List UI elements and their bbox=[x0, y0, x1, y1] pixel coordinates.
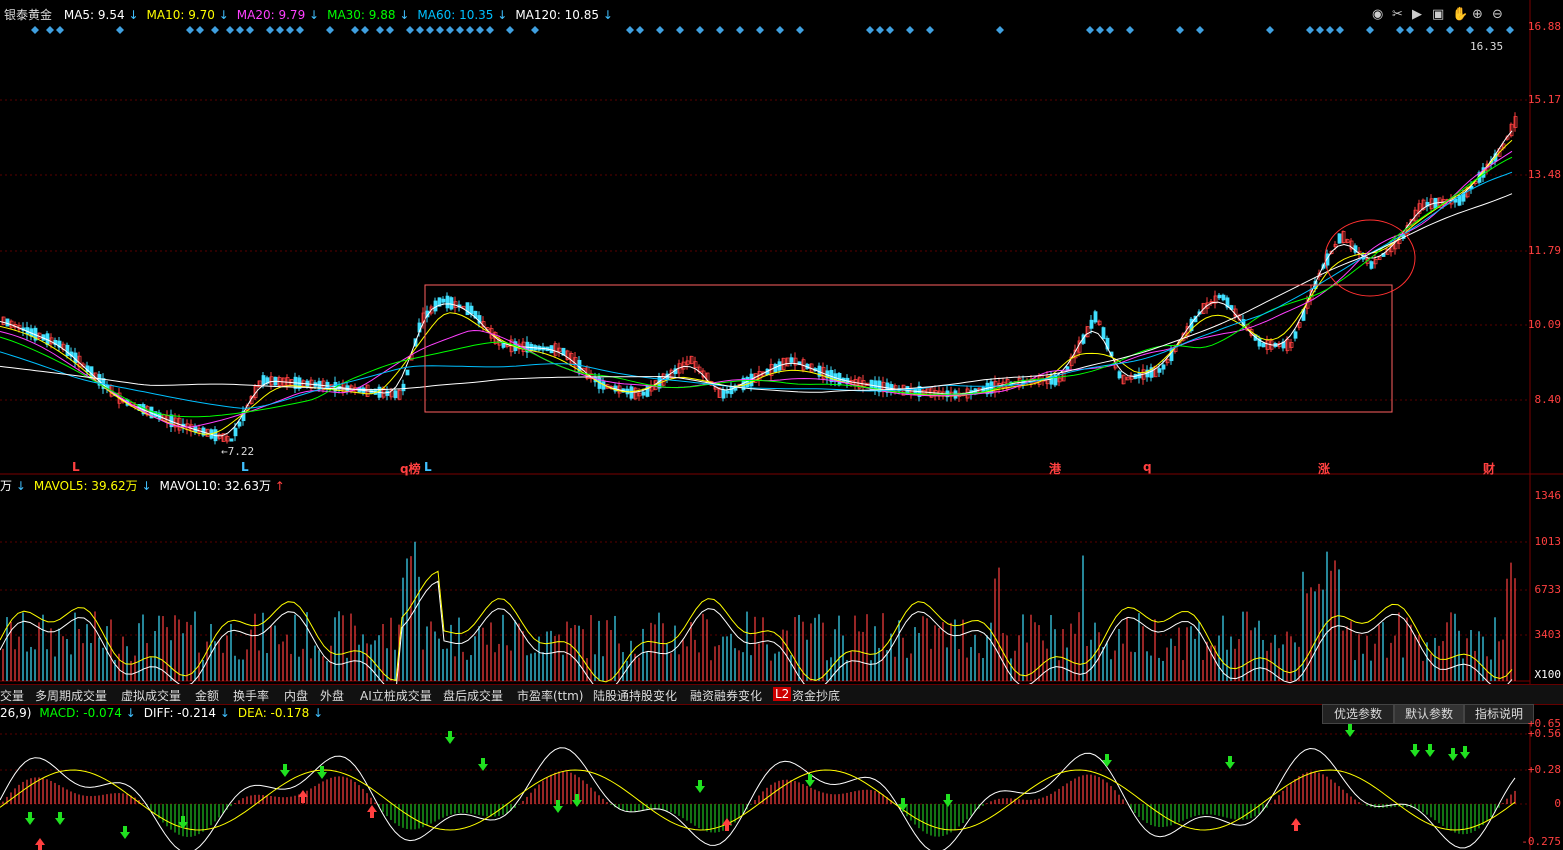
ma-legend-item: MA10: 9.70 ↓ bbox=[146, 8, 229, 22]
macd-param-button[interactable]: 优选参数 bbox=[1322, 704, 1394, 724]
volume-axis-label: 1346 bbox=[1534, 489, 1562, 502]
event-marker[interactable]: L bbox=[424, 460, 432, 474]
indicator-tab[interactable]: 盘后成交量 bbox=[443, 689, 504, 703]
macd-legend-item: DEA: -0.178 ↓ bbox=[237, 706, 324, 720]
macd-param-button[interactable]: 指标说明 bbox=[1464, 704, 1534, 724]
price-high-label: 16.35 bbox=[1470, 40, 1504, 53]
macd-axis-label: +0.28 bbox=[1527, 763, 1561, 776]
indicator-tab[interactable]: 市盈率(ttm) bbox=[517, 689, 584, 703]
macd-legend-arrow-icon: ↓ bbox=[313, 706, 324, 720]
ma-legend-item: MA20: 9.79 ↓ bbox=[236, 8, 320, 22]
indicator-tab[interactable]: 陆股通持股变化 bbox=[593, 689, 678, 703]
ma-legend-arrow-icon: ↓ bbox=[602, 8, 613, 22]
indicator-tab[interactable]: 多周期成交量 bbox=[35, 689, 108, 703]
ma-legend-item: MA60: 10.35 ↓ bbox=[417, 8, 508, 22]
ma-legend-item: MA30: 9.88 ↓ bbox=[327, 8, 410, 22]
volume-axis-label: X100 bbox=[1534, 668, 1562, 681]
vol-legend-item: MAVOL5: 39.62万 ↓ bbox=[33, 479, 152, 493]
consolidation-box bbox=[424, 284, 1393, 413]
scissors-icon[interactable]: ✂ bbox=[1392, 7, 1403, 22]
macd-legend-item: DIFF: -0.214 ↓ bbox=[143, 706, 230, 720]
ma-legend-item: MA5: 9.54 ↓ bbox=[63, 8, 139, 22]
event-marker[interactable]: 财 bbox=[1483, 462, 1496, 476]
indicator-tab[interactable]: L2 bbox=[773, 687, 792, 701]
zoom-out-icon[interactable]: ⊖ bbox=[1492, 7, 1503, 22]
macd-axis-label: +0.65 bbox=[1527, 717, 1561, 730]
highlight-circle bbox=[1324, 219, 1416, 297]
macd-legend-item: MACD: -0.074 ↓ bbox=[39, 706, 136, 720]
price-low-label: ←7.22 bbox=[221, 445, 255, 458]
vol-legend-arrow-icon: ↑ bbox=[274, 479, 285, 493]
stock-name: 银泰黄金 bbox=[4, 8, 53, 22]
macd-legend-arrow-icon: ↓ bbox=[125, 706, 136, 720]
price-axis-label: 13.48 bbox=[1527, 168, 1561, 181]
event-marker[interactable]: 涨 bbox=[1318, 462, 1331, 476]
indicator-tab[interactable]: 交量 bbox=[0, 689, 25, 703]
macd-axis-label: -0.275 bbox=[1521, 835, 1561, 848]
ma-legend: 银泰黄金 MA5: 9.54 ↓ MA10: 9.70 ↓ MA20: 9.79 ↓… bbox=[4, 8, 613, 22]
event-marker[interactable]: L bbox=[72, 460, 80, 474]
event-marker[interactable]: 港 bbox=[1049, 462, 1062, 476]
price-axis-label: 8.40 bbox=[1534, 393, 1562, 406]
ma-legend-arrow-icon: ↓ bbox=[218, 8, 229, 22]
price-axis-label: 10.09 bbox=[1527, 318, 1561, 331]
candlesticks bbox=[1, 112, 1518, 445]
event-marker[interactable]: L bbox=[241, 460, 249, 474]
play-icon[interactable]: ▶ bbox=[1412, 7, 1422, 22]
macd-axis-label: 0 bbox=[1554, 797, 1561, 810]
volume-axis-label: 6733 bbox=[1534, 583, 1562, 596]
volume-bars bbox=[0, 541, 1516, 693]
macd-axis-label: +0.56 bbox=[1527, 727, 1561, 740]
ma-legend-arrow-icon: ↓ bbox=[399, 8, 410, 22]
macd-legend: 26,9) MACD: -0.074 ↓ DIFF: -0.214 ↓ DEA: -0… bbox=[0, 706, 323, 720]
macd-histogram bbox=[0, 724, 1516, 850]
zoom-in-icon[interactable]: ⊕ bbox=[1472, 7, 1483, 22]
macd-param-button[interactable]: 默认参数 bbox=[1394, 704, 1464, 724]
vol-legend-item: 万 ↓ bbox=[0, 479, 26, 493]
lock-icon[interactable]: ▣ bbox=[1432, 7, 1445, 22]
vol-legend-item: MAVOL10: 32.63万 ↑ bbox=[159, 479, 285, 493]
indicator-tab-bar: 交量 多周期成交量 虚拟成交量 金额 换手率 内盘 外盘 AI立桩成交量 盘后成交量 市盈率(tt… bbox=[0, 684, 1563, 705]
ma-legend-arrow-icon: ↓ bbox=[497, 8, 508, 22]
indicator-tab[interactable]: 融资融券变化 bbox=[690, 689, 763, 703]
eye-icon[interactable]: ◉ bbox=[1372, 7, 1384, 22]
indicator-tab[interactable]: 资金抄底 bbox=[792, 689, 841, 703]
signal-diamonds bbox=[31, 26, 1514, 34]
macd-legend-arrow-icon: ↓ bbox=[219, 706, 230, 720]
volume-axis-label: 1013 bbox=[1534, 535, 1562, 548]
hand-icon[interactable]: ✋ bbox=[1452, 7, 1469, 22]
indicator-tab[interactable]: 外盘 bbox=[320, 689, 345, 703]
vol-legend-arrow-icon: ↓ bbox=[141, 479, 152, 493]
price-axis-label: 16.88 bbox=[1527, 20, 1561, 33]
price-axis-label: 15.17 bbox=[1527, 93, 1561, 106]
vol-legend-arrow-icon: ↓ bbox=[15, 479, 26, 493]
event-marker[interactable]: q bbox=[1143, 460, 1152, 474]
macd-legend-item: 26,9) bbox=[0, 706, 32, 720]
event-marker[interactable]: q榜 bbox=[400, 462, 421, 476]
indicator-tab[interactable]: 换手率 bbox=[233, 689, 270, 703]
indicator-tab[interactable]: 内盘 bbox=[284, 689, 309, 703]
ma-legend-arrow-icon: ↓ bbox=[309, 8, 320, 22]
indicator-tab[interactable]: 虚拟成交量 bbox=[121, 689, 182, 703]
price-axis-label: 11.79 bbox=[1527, 244, 1561, 257]
ma-legend-item: MA120: 10.85 ↓ bbox=[515, 8, 613, 22]
moving-average-lines bbox=[0, 130, 1513, 437]
volume-legend: 万 ↓ MAVOL5: 39.62万 ↓ MAVOL10: 32.63万 ↑ bbox=[0, 479, 285, 493]
volume-axis-label: 3403 bbox=[1534, 628, 1562, 641]
indicator-tab[interactable]: 金额 bbox=[195, 689, 220, 703]
ma-legend-arrow-icon: ↓ bbox=[128, 8, 139, 22]
indicator-tab[interactable]: AI立桩成交量 bbox=[360, 689, 432, 703]
price-low-value: 7.22 bbox=[227, 445, 255, 458]
